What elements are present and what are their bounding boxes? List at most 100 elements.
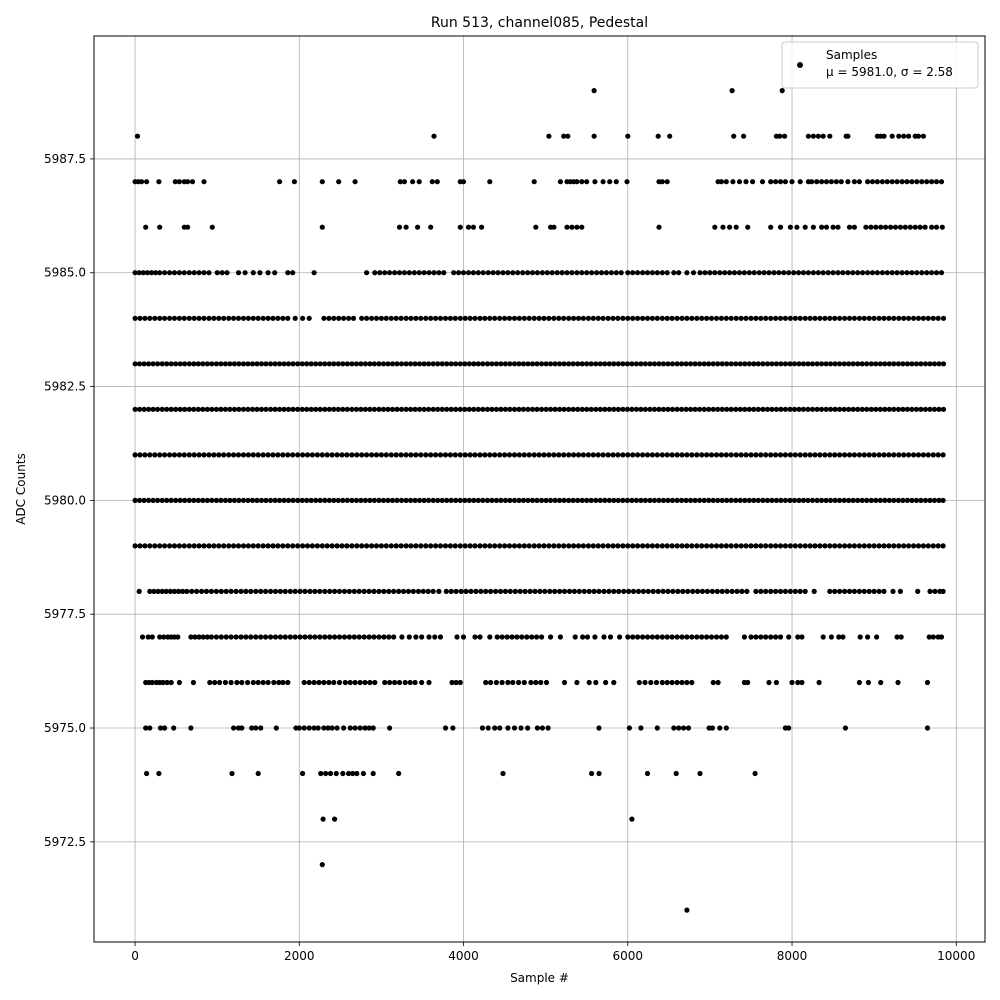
data-point — [802, 543, 808, 549]
data-point — [719, 361, 725, 367]
data-point — [595, 452, 601, 458]
data-point — [595, 543, 601, 549]
data-point — [909, 179, 915, 185]
data-point — [317, 406, 323, 412]
data-point — [771, 270, 777, 276]
data-point — [593, 497, 599, 503]
data-point — [773, 179, 779, 185]
data-point — [750, 179, 756, 185]
data-point — [167, 270, 173, 276]
data-point — [800, 270, 807, 276]
data-point — [268, 406, 274, 412]
data-point — [204, 497, 210, 503]
data-point — [239, 679, 245, 686]
data-point — [557, 179, 564, 185]
data-point — [753, 452, 759, 458]
data-point — [235, 452, 242, 458]
data-point — [899, 179, 905, 185]
data-point — [601, 634, 607, 640]
data-point — [715, 361, 721, 367]
data-point — [901, 452, 907, 458]
data-point — [318, 770, 324, 777]
data-point — [216, 315, 222, 321]
data-point — [171, 725, 177, 731]
data-point — [371, 497, 377, 503]
data-point — [162, 270, 168, 276]
data-point — [837, 452, 843, 458]
data-point — [728, 497, 734, 503]
data-point — [421, 270, 427, 276]
data-point — [792, 588, 798, 595]
data-point — [758, 315, 764, 321]
data-point — [561, 133, 567, 139]
data-point — [147, 452, 153, 458]
data-point — [430, 497, 436, 503]
data-point — [659, 679, 665, 686]
data-point — [295, 361, 301, 367]
data-point — [741, 634, 748, 640]
data-point — [900, 406, 906, 412]
data-point — [263, 634, 269, 640]
data-point — [300, 315, 306, 321]
data-point — [452, 452, 458, 458]
data-point — [606, 406, 612, 412]
data-point — [688, 497, 694, 503]
data-point — [255, 679, 261, 686]
data-point — [699, 588, 706, 595]
data-point — [640, 634, 646, 640]
data-point — [593, 406, 599, 412]
data-point — [727, 270, 733, 276]
data-point — [336, 179, 342, 185]
data-point — [137, 315, 143, 321]
data-point — [588, 406, 594, 412]
data-point — [164, 679, 170, 686]
data-point — [366, 588, 372, 595]
data-point — [177, 497, 183, 503]
data-point — [764, 361, 771, 367]
data-point — [171, 315, 178, 321]
data-point — [351, 634, 357, 640]
data-point — [155, 588, 161, 595]
data-point — [489, 406, 495, 412]
data-point — [423, 543, 429, 549]
data-point — [897, 588, 904, 595]
data-point — [898, 634, 904, 640]
data-point — [307, 634, 313, 640]
data-point — [598, 270, 605, 276]
data-point — [433, 543, 439, 549]
data-point — [579, 179, 585, 185]
data-point — [715, 497, 721, 503]
data-point — [871, 543, 877, 549]
data-point — [773, 497, 780, 503]
data-point — [739, 588, 745, 595]
data-point — [851, 224, 858, 230]
data-point — [326, 361, 332, 367]
data-point — [216, 452, 222, 458]
data-point — [728, 406, 734, 412]
data-point — [373, 315, 380, 321]
data-point — [497, 543, 503, 549]
data-point — [396, 770, 402, 777]
data-point — [209, 497, 215, 503]
data-point — [846, 543, 853, 549]
data-point — [195, 406, 201, 412]
data-point — [511, 725, 518, 731]
data-point — [311, 725, 317, 731]
data-point — [805, 133, 812, 139]
data-point — [689, 315, 695, 321]
data-point — [817, 452, 823, 458]
data-point — [511, 452, 518, 458]
data-point — [270, 315, 276, 321]
data-point — [270, 543, 276, 549]
data-point — [904, 179, 910, 185]
data-point — [285, 270, 291, 276]
data-point — [340, 497, 346, 503]
data-point — [930, 634, 936, 640]
data-point — [240, 406, 247, 412]
data-point — [585, 452, 592, 458]
data-point — [810, 224, 817, 230]
data-point — [287, 588, 293, 595]
data-point — [238, 588, 244, 595]
data-point — [488, 679, 494, 686]
y-axis-ticks: 5972.55975.05977.55980.05982.55985.05987… — [44, 152, 94, 849]
